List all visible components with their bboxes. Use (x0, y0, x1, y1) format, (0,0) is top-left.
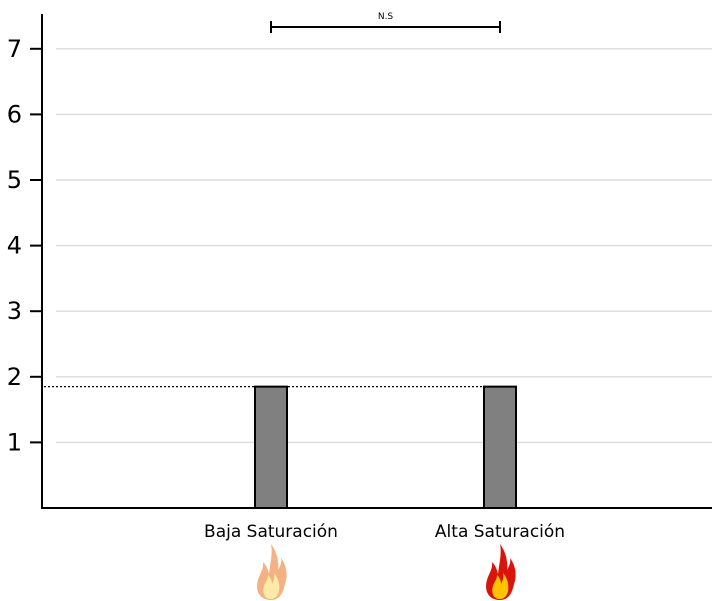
fire-icon-saturated (486, 544, 516, 600)
grid-lines (56, 48, 712, 444)
bar (254, 385, 288, 510)
y-tick-label: 6 (7, 100, 22, 128)
y-ticks: 1 2 3 4 5 6 7 (7, 35, 42, 456)
bar (483, 385, 517, 510)
flame-inner (263, 573, 280, 599)
axes (41, 14, 712, 509)
y-tick-label: 5 (7, 166, 22, 194)
y-tick-label: 7 (7, 35, 22, 63)
significance-bracket: N.S (270, 12, 501, 33)
category-icons (257, 544, 516, 600)
fire-icon-light (257, 544, 287, 600)
x-category-label: Alta Saturación (435, 522, 565, 542)
y-tick-label: 1 (7, 428, 22, 456)
y-tick-label: 4 (7, 232, 22, 260)
flame-inner (492, 573, 509, 599)
significance-label: N.S (378, 12, 394, 22)
y-tick-label: 3 (7, 297, 22, 325)
bars (254, 385, 517, 510)
y-tick-label: 2 (7, 363, 22, 391)
x-category-labels: Baja Saturación Alta Saturación (204, 522, 565, 542)
x-category-label: Baja Saturación (204, 522, 338, 542)
